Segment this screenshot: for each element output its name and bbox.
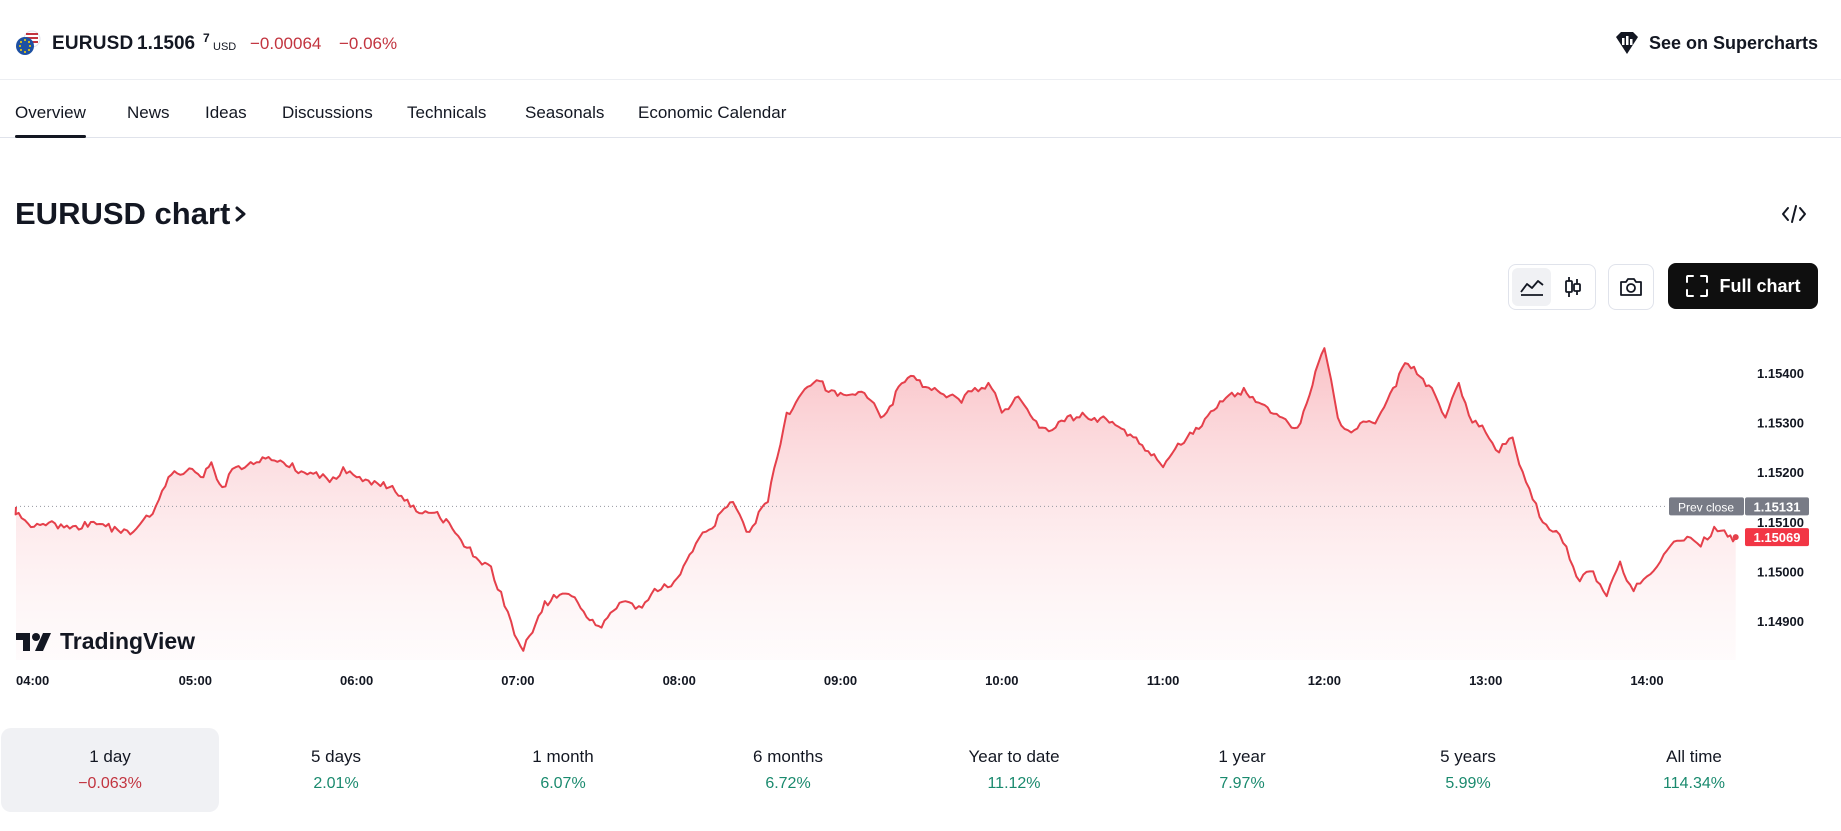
period-change-value: 5.99% [1445,775,1491,792]
period-label: 5 years [1440,747,1496,766]
price-line [14,347,1737,652]
period-change-value: 6.07% [540,775,586,792]
x-axis-tick-label: 04:00 [16,673,49,688]
period-label: 1 day [89,747,131,766]
period-tab-year-to-date[interactable]: Year to date 11.12% [905,728,1123,812]
full-chart-label: Full chart [1719,275,1801,296]
tab-seasonals[interactable]: Seasonals [525,103,605,122]
tab-ideas[interactable]: Ideas [205,103,247,122]
screenshot-button[interactable] [1608,264,1654,310]
x-axis-tick-label: 07:00 [501,673,534,688]
embed-code-icon[interactable] [1781,202,1807,226]
performance-periods: 1 day −0.063% 5 days 2.01% 1 month 6.07% 6 mon… [1,728,1825,812]
price-area-fill [15,348,1736,660]
y-axis-tick-label: 1.15400 [1757,366,1804,381]
period-label: Year to date [968,747,1060,766]
chart-type-switcher [1508,264,1596,310]
tab-economic-calendar[interactable]: Economic Calendar [638,103,787,122]
area-chart-icon [1519,280,1544,296]
period-tab-1-year[interactable]: 1 year 7.97% [1133,728,1351,812]
period-label: All time [1666,747,1722,766]
supercharts-icon [1615,32,1638,54]
symbol-header: EURUSD 1.1506 7 USD −0.00064 −0.06% See … [0,0,1841,80]
price-change-percent: −0.06% [339,34,398,53]
period-label: 1 month [532,747,594,766]
period-change-value: −0.063% [78,775,142,792]
y-axis-tick-label: 1.15300 [1757,416,1804,431]
last-price: 1.1506 [137,33,196,54]
prev-close-value: 1.15131 [1754,499,1801,514]
x-axis-tick-label: 12:00 [1308,673,1341,688]
price-chart[interactable]: 1.15400 1.15300 1.15200 1.15100 1.15000 1.149… [0,330,1841,700]
see-on-supercharts-label: See on Supercharts [1648,32,1818,53]
period-change-value: 114.34% [1663,775,1725,792]
tab-technicals[interactable]: Technicals [407,103,487,122]
see-on-supercharts-button[interactable]: See on Supercharts [1613,28,1818,58]
x-axis-tick-label: 10:00 [985,673,1018,688]
period-label: 6 months [753,747,823,766]
prev-close-value-bg [1745,497,1809,516]
y-axis-tick-label: 1.15000 [1757,564,1804,579]
y-axis-tick-label: 1.15100 [1757,515,1804,530]
chevron-right-icon [235,206,246,222]
period-label: 1 year [1218,747,1266,766]
tab-overview[interactable]: Overview [15,103,86,138]
symbol-name[interactable]: EURUSD [52,33,134,54]
x-axis-tick-label: 06:00 [340,673,373,688]
x-axis-tick-label: 05:00 [179,673,212,688]
prev-close-label: Prev close [1678,500,1734,514]
price-currency: USD [213,41,237,53]
candles-icon [1564,277,1581,297]
prev-close-label-bg [1669,497,1744,516]
y-axis-tick-label: 1.14900 [1757,614,1804,629]
price-chart-canvas[interactable]: 1.15400 1.15300 1.15200 1.15100 1.15000 1.149… [0,330,1841,700]
chart-title-link[interactable]: EURUSD chart [15,196,248,232]
period-tab-5-days[interactable]: 5 days 2.01% [227,728,445,812]
x-axis-tick-label: 08:00 [663,673,696,688]
period-change-value: 6.72% [765,775,811,792]
tab-discussions[interactable]: Discussions [282,103,373,122]
last-price-value: 1.15069 [1754,530,1801,545]
tradingview-logo[interactable]: TradingView [16,628,195,655]
period-tab-5-years[interactable]: 5 years 5.99% [1359,728,1577,812]
period-change-value: 2.01% [313,775,359,792]
last-price-value-bg [1745,528,1809,547]
tradingview-logo-text: TradingView [60,628,196,654]
x-axis-tick-label: 14:00 [1630,673,1663,688]
price-change: −0.00064 [250,34,322,53]
full-chart-button[interactable]: Full chart [1668,263,1818,309]
y-axis-tick-label: 1.15200 [1757,465,1804,480]
x-axis-tick-label: 11:00 [1147,673,1180,688]
period-tab-1-month[interactable]: 1 month 6.07% [454,728,672,812]
fullscreen-icon [1686,275,1709,297]
period-tab-6-months[interactable]: 6 months 6.72% [679,728,897,812]
period-tab-1-day[interactable]: 1 day −0.063% [1,728,219,812]
last-price-dot [1732,534,1739,541]
x-axis-tick-label: 13:00 [1469,673,1502,688]
period-change-value: 7.97% [1219,775,1265,792]
page-title: EURUSD chart [15,196,231,231]
last-price-pipette: 7 [203,31,210,45]
tradingview-logo-icon [16,632,51,651]
eu-us-flag-icon [16,30,41,55]
tab-news[interactable]: News [127,103,170,122]
x-axis-tick-label: 09:00 [824,673,857,688]
page-tabs: Overview News Ideas Discussions Technica… [0,80,1841,138]
candles-chart-button[interactable] [1553,268,1592,306]
camera-icon [1620,278,1642,296]
area-chart-button[interactable] [1512,268,1551,306]
period-change-value: 11.12% [987,775,1041,792]
period-label: 5 days [310,747,362,766]
period-tab-all-time[interactable]: All time 114.34% [1585,728,1803,812]
